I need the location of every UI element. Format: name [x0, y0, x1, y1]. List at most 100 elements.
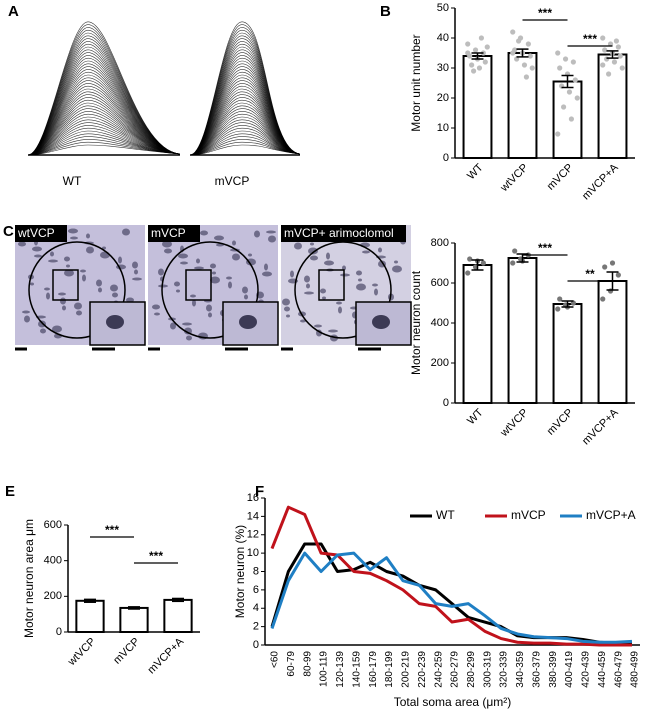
y-tick-label: 10: [437, 122, 449, 134]
cell: [162, 240, 172, 248]
cell: [52, 325, 62, 333]
cell: [340, 273, 350, 277]
data-point: [562, 56, 569, 62]
y-tick-label: 30: [437, 62, 449, 74]
cell: [58, 292, 66, 296]
trace: [189, 130, 301, 156]
cell: [132, 277, 142, 281]
cell: [326, 252, 330, 260]
bar: [462, 264, 493, 404]
cell: [76, 310, 82, 316]
trace: [27, 133, 181, 156]
y-tick-label: 50: [437, 2, 449, 14]
data-point: [469, 62, 475, 68]
cell: [310, 242, 314, 246]
trace: [189, 122, 301, 156]
data-point: [465, 50, 471, 56]
trace-label: WT: [63, 174, 82, 188]
cell: [18, 241, 26, 247]
data-point: [570, 59, 576, 65]
y-tick-label: 800: [431, 237, 449, 249]
x-tick-label: 60-79: [286, 651, 297, 677]
data-point: [566, 89, 573, 95]
data-point: [467, 256, 473, 262]
cell: [164, 248, 172, 254]
data-point: [523, 74, 530, 80]
data-point: [605, 71, 612, 77]
cell: [206, 304, 212, 312]
data-point: [600, 296, 606, 302]
trace: [27, 66, 181, 156]
cell: [46, 292, 50, 300]
cell: [110, 284, 118, 292]
cell: [194, 266, 204, 270]
y-tick-label: 0: [443, 152, 449, 164]
trace: [27, 119, 181, 156]
data-point: [604, 56, 610, 62]
cell: [328, 329, 338, 333]
x-tick-label: 440-459: [597, 651, 608, 688]
cell: [152, 304, 160, 310]
panel-label: F: [255, 483, 264, 500]
cell: [264, 263, 268, 271]
bar: [75, 599, 105, 634]
cell: [24, 315, 30, 323]
cell: [190, 294, 196, 298]
data-point: [480, 260, 486, 266]
data-point: [476, 65, 483, 71]
cell: [66, 264, 70, 268]
data-point: [515, 38, 522, 44]
data-point: [555, 131, 561, 137]
x-tick-label: 320-339: [499, 651, 510, 688]
y-tick-label: 0: [253, 639, 259, 651]
trace: [27, 102, 181, 156]
x-tick-label: mVCP+A: [145, 635, 186, 676]
data-point: [512, 248, 518, 254]
x-tick-label: WT: [465, 406, 486, 427]
cell: [100, 251, 110, 259]
cell: [372, 315, 390, 329]
x-tick-label: 340-359: [515, 651, 526, 688]
data-point: [560, 104, 567, 110]
trace: [27, 108, 181, 156]
y-tick-label: 400: [44, 555, 62, 567]
data-point: [472, 47, 479, 53]
significance-label: ***: [583, 32, 597, 46]
y-tick-label: 20: [437, 92, 449, 104]
cell: [184, 327, 192, 335]
cell: [226, 276, 232, 280]
trace: [189, 21, 301, 156]
cell: [22, 310, 30, 314]
trace: [27, 130, 181, 156]
x-tick-label: 380-399: [548, 651, 559, 688]
trace: [189, 127, 301, 156]
cell: [294, 242, 302, 250]
cell: [336, 301, 342, 305]
cell: [268, 235, 276, 243]
legend-label: mVCP+A: [586, 508, 636, 522]
data-point: [557, 296, 563, 302]
cell: [80, 269, 86, 273]
line: [270, 551, 633, 644]
cell: [106, 315, 124, 329]
zoom-box: [318, 269, 345, 301]
cell: [300, 319, 306, 323]
data-point: [557, 65, 563, 71]
trace: [189, 102, 301, 156]
x-tick-label: wtVCP: [498, 407, 531, 440]
bar: [119, 606, 149, 633]
trace: [27, 111, 181, 156]
data-point: [611, 59, 618, 65]
trace: [189, 113, 301, 156]
panel-label: A: [8, 3, 19, 20]
data-point: [600, 62, 606, 68]
cell: [242, 286, 248, 294]
zoom-box: [185, 269, 212, 301]
cell: [86, 233, 90, 239]
cell: [64, 256, 70, 262]
cell: [210, 263, 216, 269]
x-tick-label: 160-179: [368, 651, 379, 688]
data-point: [465, 41, 471, 47]
trace: [27, 97, 181, 156]
